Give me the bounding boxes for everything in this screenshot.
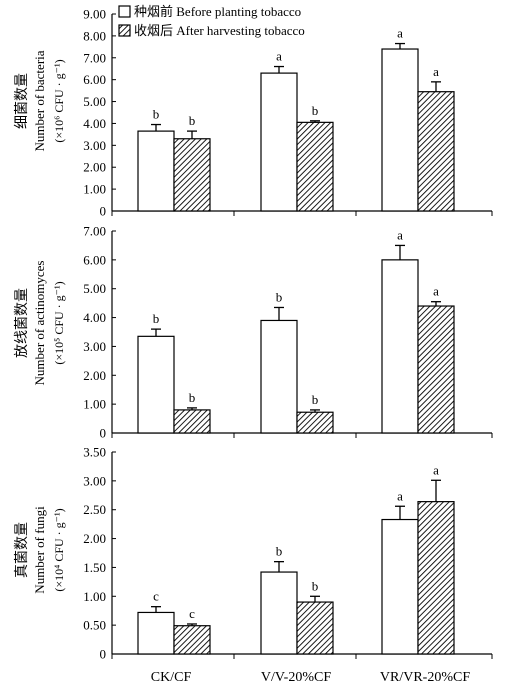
legend-label-before: 种烟前 Before planting tobacco <box>134 4 301 19</box>
y-tick-label: 3.00 <box>83 138 106 153</box>
ylabel-cn: 细菌数量 <box>14 73 30 129</box>
bar-after <box>173 625 211 655</box>
y-tick-label: 6.00 <box>83 72 106 87</box>
bar-before <box>137 335 175 434</box>
significance-letter: c <box>189 606 195 621</box>
y-tick-label: 7.00 <box>83 50 106 65</box>
significance-letter: a <box>433 462 439 477</box>
significance-letter: b <box>153 311 160 326</box>
bar-after <box>173 409 211 434</box>
y-tick-label: 6.00 <box>83 252 106 267</box>
y-tick-label: 1.00 <box>83 589 106 604</box>
significance-letter: a <box>433 64 439 79</box>
x-category-labels: CK/CF V/V-20%CF VR/VR-20%CF <box>151 670 471 685</box>
significance-letter: b <box>276 289 283 304</box>
bar-after <box>173 138 211 212</box>
y-tick-label: 2.00 <box>83 160 106 175</box>
bar-before <box>381 48 419 212</box>
ylabel-cn: 放线菌数量 <box>14 288 30 358</box>
y-tick-label: 5.00 <box>83 94 106 109</box>
bar-before <box>260 319 298 434</box>
bar-before <box>260 571 298 655</box>
bar-after <box>417 501 455 655</box>
legend-label-after: 收烟后 After harvesting tobacco <box>134 23 305 38</box>
y-tick-label: 1.00 <box>83 182 106 197</box>
significance-letter: b <box>312 392 319 407</box>
bar-before <box>381 518 419 655</box>
significance-letter: b <box>312 578 319 593</box>
significance-letter: a <box>397 26 403 41</box>
ylabel-en: Number of bacteria <box>32 50 47 151</box>
bar-after <box>417 91 455 212</box>
bar-after <box>417 305 455 434</box>
y-tick-label: 2.50 <box>83 502 106 517</box>
y-tick-label: 0 <box>100 204 107 219</box>
significance-letter: b <box>189 113 196 128</box>
x-tick-label: VR/VR-20%CF <box>380 670 470 685</box>
y-tick-label: 3.00 <box>83 339 106 354</box>
significance-letter: a <box>433 284 439 299</box>
significance-letter: b <box>153 107 160 122</box>
y-tick-label: 0 <box>100 647 107 662</box>
significance-letter: b <box>312 103 319 118</box>
bar-before <box>381 259 419 434</box>
bar-after <box>296 121 334 212</box>
panel-actinomyces: 放线菌数量 Number of actinomyces (×10⁵ CFU · … <box>14 224 493 441</box>
y-tick-label: 5.00 <box>83 281 106 296</box>
x-tick-label: CK/CF <box>151 670 192 685</box>
y-tick-label: 4.00 <box>83 310 106 325</box>
y-tick-label: 4.00 <box>83 116 106 131</box>
bar-before <box>260 72 298 212</box>
bar-after <box>296 411 334 434</box>
legend: 种烟前 Before planting tobacco 收烟后 After ha… <box>118 4 305 38</box>
bar-before <box>137 611 175 655</box>
panel-bacteria: 细菌数量 Number of bacteria (×10⁶ CFU · g⁻¹)… <box>14 7 493 219</box>
y-tick-label: 8.00 <box>83 28 106 43</box>
significance-letter: b <box>276 544 283 559</box>
legend-swatch-after <box>118 24 131 37</box>
bar-after <box>296 601 334 655</box>
y-tick-label: 0.50 <box>83 618 106 633</box>
legend-swatch-before <box>118 5 131 18</box>
significance-letter: b <box>189 390 196 405</box>
significance-letter: c <box>153 589 159 604</box>
ylabel-unit: (×10⁶ CFU · g⁻¹) <box>52 59 66 142</box>
y-tick-label: 1.00 <box>83 397 106 412</box>
y-tick-label: 9.00 <box>83 7 106 22</box>
y-tick-label: 2.00 <box>83 368 106 383</box>
ylabel-unit: (×10⁴ CFU · g⁻¹) <box>52 508 66 591</box>
y-tick-label: 2.00 <box>83 531 106 546</box>
significance-letter: a <box>397 227 403 242</box>
x-tick-label: V/V-20%CF <box>261 670 331 685</box>
ylabel-cn: 真菌数量 <box>14 522 30 578</box>
ylabel-en: Number of actinomyces <box>32 261 47 386</box>
y-tick-label: 3.50 <box>83 445 106 460</box>
significance-letter: a <box>276 49 282 64</box>
y-tick-label: 0 <box>100 426 107 441</box>
y-tick-label: 7.00 <box>83 224 106 239</box>
y-tick-label: 3.00 <box>83 473 106 488</box>
bar-before <box>137 130 175 212</box>
significance-letter: a <box>397 488 403 503</box>
y-tick-label: 1.50 <box>83 560 106 575</box>
ylabel-en: Number of fungi <box>32 506 47 594</box>
panel-fungi: 真菌数量 Number of fungi (×10⁴ CFU · g⁻¹) 0 0… <box>14 445 493 662</box>
ylabel-unit: (×10⁵ CFU · g⁻¹) <box>52 281 66 364</box>
